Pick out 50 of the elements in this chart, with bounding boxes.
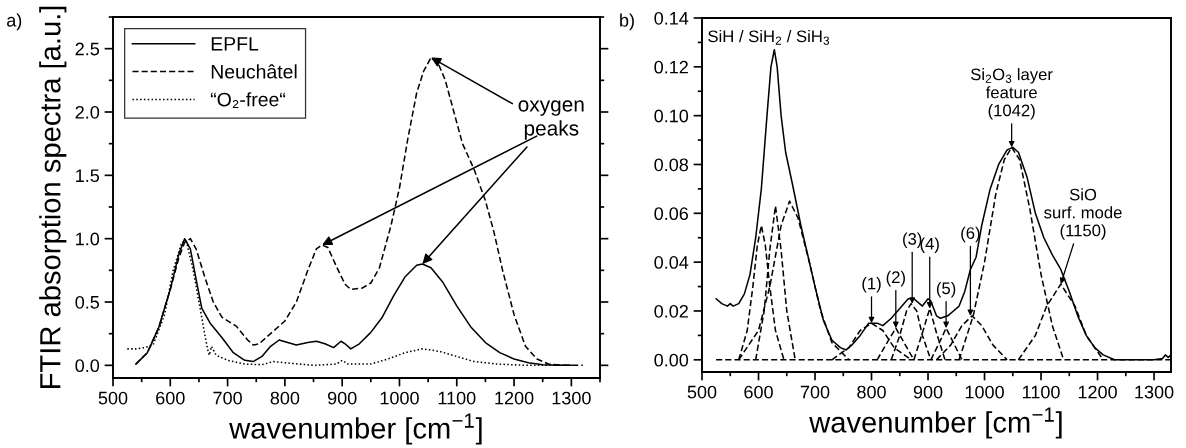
x-tick-label: 1100: [1023, 385, 1060, 399]
legend-label: “O₂-free“: [210, 92, 286, 108]
legend-label: Neuchâtel: [211, 64, 297, 79]
y-tick-label: 0.06: [654, 207, 689, 221]
x-tick-label: 900: [327, 391, 357, 405]
annotation: (2): [886, 270, 905, 287]
annotation: (5): [936, 281, 956, 298]
x-tick-label: 700: [800, 385, 830, 399]
text: a): [7, 13, 22, 31]
annotation: (6): [961, 226, 980, 243]
x-tick-label: 800: [270, 391, 300, 405]
x-tick-label: 600: [156, 391, 185, 405]
y-tick-label: 0.14: [654, 11, 689, 25]
x-tick-label: 500: [98, 391, 128, 405]
y-tick-label: 0.02: [654, 304, 688, 318]
x-tick-label: 1300: [552, 391, 591, 405]
y-tick-label: 2.5: [75, 42, 100, 56]
y-tick-label: 0.08: [654, 158, 689, 172]
x-tick-label: 800: [857, 385, 886, 399]
annotation: (3): [903, 232, 922, 249]
x-axis-title: wavenumber [cm$^{−1}$]: [229, 413, 482, 445]
x-tick-label: 1000: [380, 391, 419, 405]
x-axis-title: wavenumber [cm$^{−1}$]: [809, 407, 1062, 439]
annotation: (1): [862, 277, 881, 293]
x-tick-label: 900: [913, 385, 943, 399]
x-tick-label: 700: [213, 391, 242, 405]
x-tick-label: 1300: [1135, 385, 1174, 399]
annotation: SiO surf. mode (1150): [1044, 188, 1122, 240]
annotation: (4): [920, 237, 939, 253]
legend-label: EPFL: [211, 37, 259, 51]
annotation: oxygen peaks: [518, 100, 584, 140]
x-tick-label: 600: [744, 385, 773, 399]
text: b): [620, 13, 634, 31]
y-tick-label: 0.12: [654, 60, 688, 74]
y-tick-label: 0.5: [75, 295, 100, 309]
y-tick-label: 0.04: [654, 256, 689, 269]
y-tick-label: 1.5: [76, 169, 100, 183]
x-tick-label: 1200: [1078, 385, 1117, 399]
x-tick-label: 1100: [438, 391, 476, 405]
y-tick-label: 0.00: [654, 353, 689, 367]
y-tick-label: 0.10: [654, 109, 689, 123]
annotation: SiH / SiH$_{2}$ / SiH$_{3}$: [708, 29, 829, 45]
y-tick-label: 2.0: [75, 105, 100, 119]
y-tick-label: 0.0: [75, 359, 100, 373]
x-tick-label: 1000: [965, 385, 1004, 399]
y-axis-title: FTIR absorption spectra [a.u.]: [39, 6, 67, 388]
y-tick-label: 1.0: [76, 232, 100, 246]
x-tick-label: 1200: [495, 391, 534, 405]
x-tick-label: 500: [687, 385, 717, 399]
annotation: Si$_{2}$O$_{3}$ layer feature (1042): [970, 68, 1053, 120]
